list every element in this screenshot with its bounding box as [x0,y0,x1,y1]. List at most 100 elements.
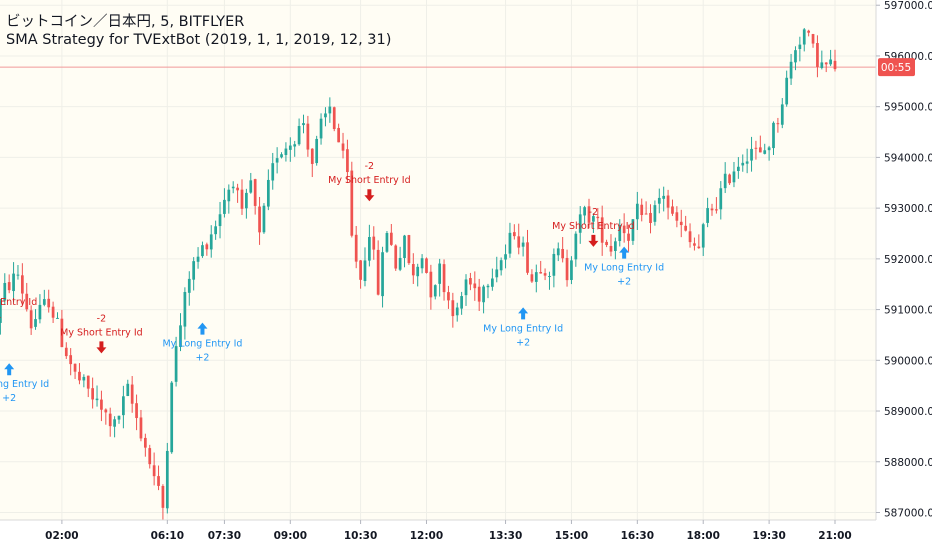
candle [86,375,90,398]
candle-body [565,257,569,281]
candle [512,224,516,240]
candle-body [499,260,503,271]
candle [442,259,446,301]
candle [697,234,701,249]
candle-body [543,273,547,276]
candle [526,229,529,275]
candle-body [104,409,108,413]
candle [416,263,420,287]
candle-body [25,293,29,310]
candle-body [587,206,591,223]
candle-body [183,291,187,327]
candle-body [284,148,288,156]
price-axis-labels: 587000.00 588000.00 589000.00 590000.00 5910… [876,0,932,519]
candle-body [420,258,424,269]
candle-body [280,154,283,158]
time-tick-label: 10:30 [344,530,377,542]
candle-body [394,245,398,269]
candle [262,203,266,234]
candle-body [78,371,81,381]
candle [293,140,297,157]
candle-body [328,106,332,114]
candle-body [763,150,767,154]
candle [732,161,736,188]
candle-body [754,147,758,149]
time-tick-label: 16:30 [621,530,654,542]
candle-body [798,44,802,50]
candle [368,224,371,267]
candle [240,179,244,215]
candle-body [614,241,617,251]
candle [306,115,310,157]
candle-body [741,162,745,166]
short-entry-signal: -2 My Short Entry Id [552,207,635,247]
time-tick-label: 21:00 [818,530,851,542]
candle [460,291,463,315]
candle-body [548,276,551,278]
candle [684,215,688,232]
signal-qty: +2 [617,277,631,288]
candle [258,196,261,245]
signal-qty: +2 [195,353,209,364]
candle-body [69,355,73,365]
time-axis[interactable] [0,520,932,550]
candle-body [16,274,20,276]
candle-body [60,318,64,348]
candle-body [425,258,428,273]
candle-body [135,403,138,419]
candle [135,394,138,431]
candle [477,278,481,312]
signal-label: My Long Entry Id [0,379,49,390]
candle [719,181,723,220]
candle-body [750,148,753,161]
candle-body [187,278,191,293]
candle [201,241,204,258]
candle-body [780,104,784,125]
candle-body [337,127,340,143]
candle-body [534,272,538,282]
price-tick-label: 588000.00 [884,457,932,469]
candle-body [486,285,490,288]
candle-body [266,179,270,207]
candle [157,465,160,491]
candle [205,242,209,256]
signal-label: My Short Entry Id [552,221,634,232]
candle-body [789,61,793,79]
candle-body [438,263,442,284]
price-axis[interactable] [876,0,932,550]
candle-body [556,248,560,256]
short-entry-signal: -2 My Short Entry Id [0,283,37,319]
candle [139,409,143,442]
candle [209,225,213,258]
candle-body [165,450,169,509]
candle [425,257,428,274]
candle-body [635,203,639,220]
candle [227,184,231,214]
candle-body [701,224,705,248]
candle [179,313,182,352]
candle-body [29,310,33,329]
signal-label: My Short Entry Id [60,327,142,338]
candle-body [745,161,749,164]
candle [706,197,709,228]
candle-body [139,417,143,439]
candle [622,213,626,243]
candle [174,336,178,387]
candle [389,223,393,246]
time-tick-label: 02:00 [45,530,78,542]
candle [833,49,837,72]
candle [297,118,301,146]
signal-label: My Short Entry Id [0,297,37,308]
candle-body [447,292,450,301]
candle [543,268,547,281]
short-entry-signal: -2 My Short Entry Id [328,161,411,202]
candle-body [174,346,178,382]
candle [802,27,806,52]
candle-body [455,307,459,316]
candle-body [671,206,674,214]
candle [266,169,270,211]
candle-body [42,299,46,305]
candle [7,274,11,294]
down-arrow-icon [364,189,375,202]
